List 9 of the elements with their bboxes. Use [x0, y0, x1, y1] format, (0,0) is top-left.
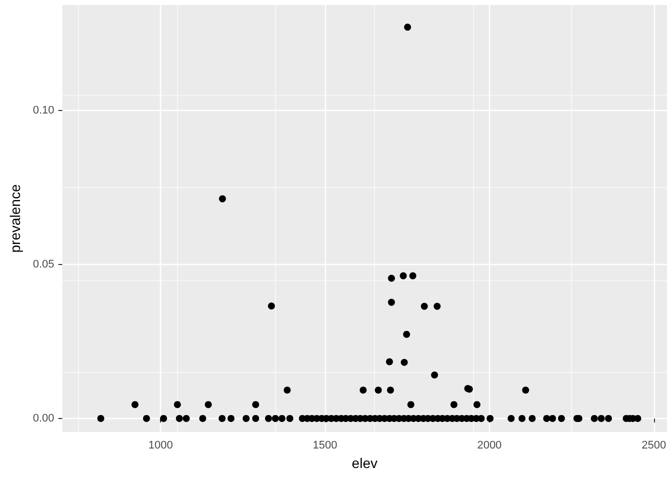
x-tick-label: 2500: [642, 440, 666, 452]
x-tick-label: 2000: [477, 440, 502, 452]
y-axis-title: prevalence: [7, 184, 23, 253]
y-tick-label: 0.00: [32, 412, 54, 424]
y-tick-label: 0.05: [32, 258, 54, 270]
y-tick-label: 0.10: [32, 104, 54, 116]
x-axis-title: elev: [352, 455, 378, 471]
x-tick-label: 1000: [148, 440, 173, 452]
x-tick-label: 1500: [312, 440, 338, 452]
